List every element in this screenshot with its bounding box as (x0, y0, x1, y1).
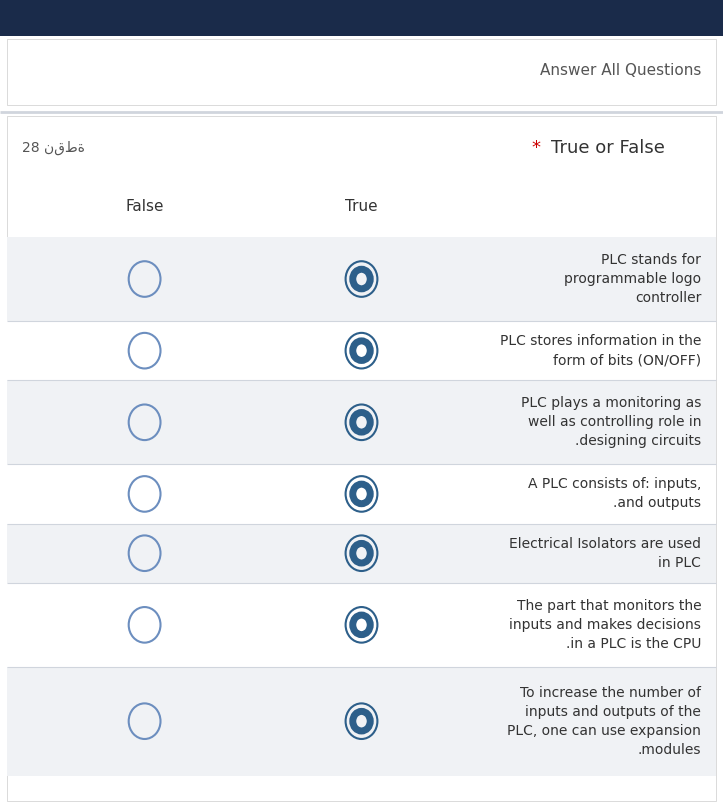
FancyBboxPatch shape (7, 321, 716, 380)
FancyBboxPatch shape (7, 523, 716, 582)
Text: PLC stands for
programmable logo
controller: PLC stands for programmable logo control… (564, 253, 701, 305)
FancyBboxPatch shape (7, 464, 716, 523)
FancyBboxPatch shape (7, 237, 716, 321)
Text: Electrical Isolators are used
in PLC: Electrical Isolators are used in PLC (509, 536, 701, 570)
FancyBboxPatch shape (7, 39, 716, 105)
Text: PLC plays a monitoring as
well as controlling role in
.designing circuits: PLC plays a monitoring as well as contro… (521, 396, 701, 448)
Text: True: True (345, 199, 378, 214)
FancyBboxPatch shape (7, 116, 716, 801)
FancyBboxPatch shape (0, 0, 723, 36)
Text: PLC stores information in the
form of bits (ON/OFF): PLC stores information in the form of bi… (500, 334, 701, 367)
FancyBboxPatch shape (7, 582, 716, 667)
FancyBboxPatch shape (7, 667, 716, 776)
Text: The part that monitors the
inputs and makes decisions
.in a PLC is the CPU: The part that monitors the inputs and ma… (510, 599, 701, 650)
Text: Answer All Questions: Answer All Questions (540, 63, 701, 78)
FancyBboxPatch shape (7, 380, 716, 464)
Text: True or False: True or False (551, 139, 665, 157)
Text: False: False (125, 199, 164, 214)
Text: A PLC consists of: inputs,
.and outputs: A PLC consists of: inputs, .and outputs (528, 477, 701, 510)
Text: 28 نقطة: 28 نقطة (22, 141, 85, 155)
Text: *: * (531, 139, 540, 157)
Text: To increase the number of
inputs and outputs of the
PLC, one can use expansion
.: To increase the number of inputs and out… (508, 686, 701, 756)
